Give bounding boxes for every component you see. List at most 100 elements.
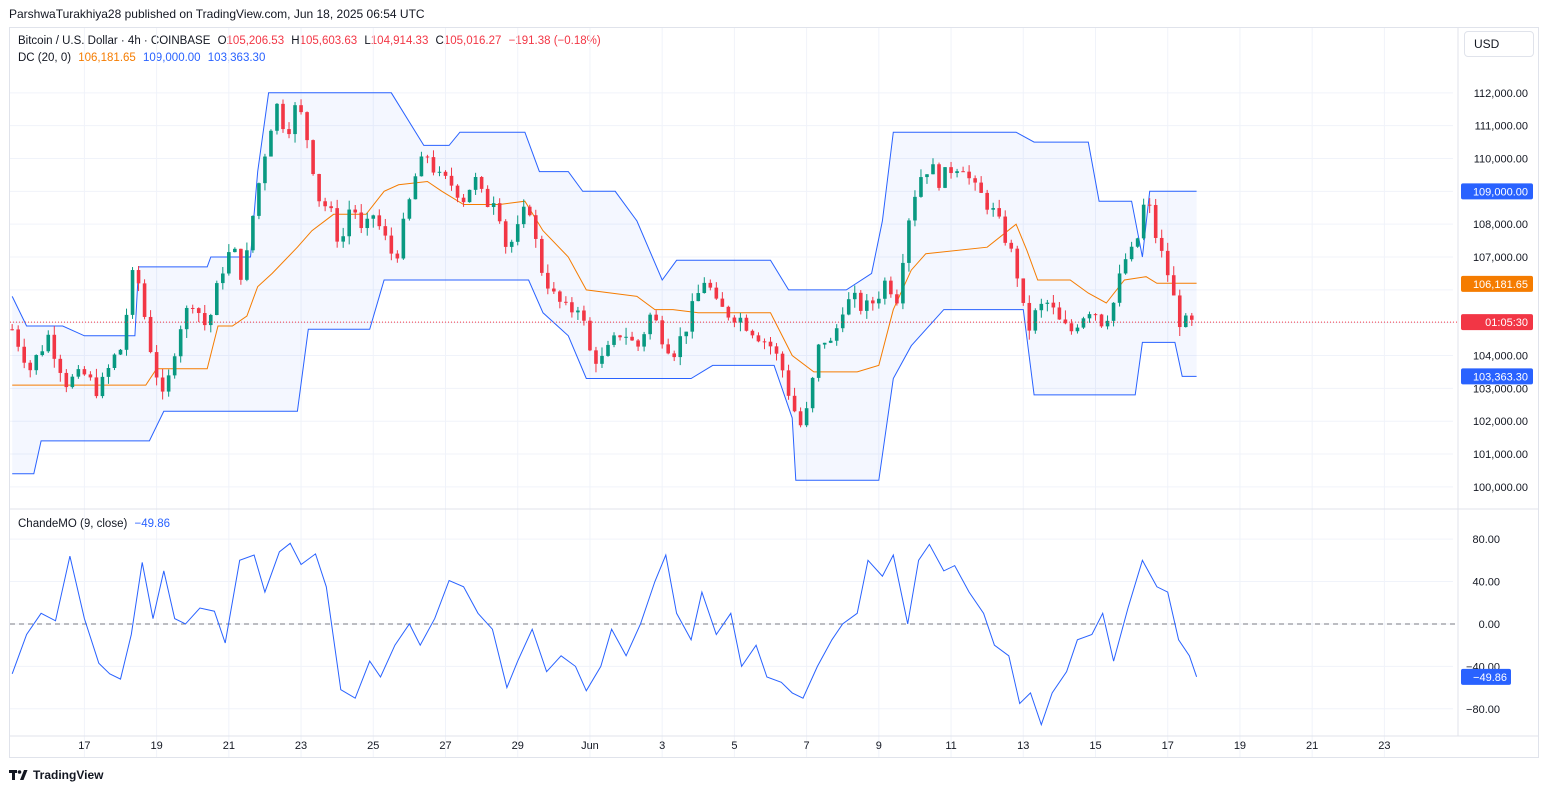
- time-tick-label: 13: [1017, 740, 1029, 752]
- cmo-tick-label: 0.00: [1479, 619, 1500, 631]
- candle: [877, 291, 881, 309]
- candle: [576, 306, 580, 320]
- candle: [233, 247, 237, 253]
- candle: [202, 305, 207, 331]
- candle-body: [612, 335, 616, 345]
- candle-body: [756, 335, 761, 342]
- candle: [40, 345, 45, 357]
- open-value: 105,206.53: [226, 35, 285, 47]
- candle: [281, 99, 285, 133]
- donchian-lower-line: [12, 279, 1197, 481]
- candle-body: [160, 377, 165, 392]
- candle-body: [347, 209, 352, 237]
- candle-body: [648, 314, 652, 335]
- cmo-tick-label: 40.00: [1472, 577, 1500, 589]
- candle: [293, 102, 297, 143]
- price-badge-text: 01:05:30: [1485, 317, 1528, 329]
- candle: [323, 197, 327, 212]
- cmo-tick-label: 80.00: [1472, 534, 1500, 546]
- cmo-badge-text: −49.86: [1473, 672, 1507, 684]
- cmo-badge: −49.86: [1461, 668, 1511, 685]
- chart-frame[interactable]: [9, 27, 1539, 758]
- price-axis[interactable]: 112,000.00 111,000.00 110,000.00 108,000.00…: [1473, 88, 1528, 494]
- candle-body: [233, 248, 237, 253]
- cmo-label[interactable]: ChandeMO (9, close): [18, 518, 128, 530]
- candle: [919, 169, 923, 198]
- candle-body: [1117, 273, 1122, 303]
- candle-body: [166, 375, 171, 392]
- candle: [708, 279, 713, 291]
- candle: [88, 371, 93, 381]
- time-axis[interactable]: 17 19 21 23 25 27 29 Jun 3 5 7 9 11 13 15 17 19 21 23: [78, 740, 1390, 752]
- candle-body: [10, 329, 14, 331]
- dc-label[interactable]: DC (20, 0): [18, 52, 72, 64]
- candle: [726, 305, 731, 321]
- candle: [822, 342, 827, 349]
- candle: [871, 296, 875, 311]
- candle: [257, 182, 261, 220]
- currency-button[interactable]: USD: [1464, 31, 1534, 57]
- candle-body: [221, 273, 225, 284]
- candle: [570, 297, 574, 318]
- candle: [148, 310, 153, 354]
- candle-body: [395, 253, 400, 259]
- candle-body: [672, 353, 677, 358]
- candle: [907, 218, 911, 272]
- symbol-name[interactable]: Bitcoin / U.S. Dollar · 4h · COINBASE: [18, 35, 211, 47]
- close-value: 105,016.27: [443, 35, 502, 47]
- candle: [112, 353, 117, 371]
- candle: [377, 209, 382, 230]
- candle: [804, 401, 809, 428]
- candle-body: [1033, 310, 1038, 331]
- price-tick-label: 112,000.00: [1474, 88, 1528, 100]
- candle-body: [955, 171, 959, 174]
- candle: [1039, 298, 1044, 318]
- candle: [365, 212, 370, 236]
- candle: [1111, 302, 1116, 327]
- candle: [1105, 315, 1110, 330]
- candle-body: [317, 174, 321, 202]
- candle: [401, 212, 406, 260]
- candle-body: [864, 300, 869, 311]
- time-tick-label: 7: [804, 740, 810, 752]
- candle-body: [1045, 302, 1050, 304]
- candle-body: [202, 313, 207, 326]
- candle-body: [1087, 314, 1092, 319]
- candle-body: [359, 212, 364, 229]
- price-badge-text: 109,000.00: [1473, 186, 1528, 198]
- candle-body: [257, 183, 261, 216]
- candle: [467, 189, 472, 203]
- candle: [503, 219, 508, 254]
- candle-body: [1165, 250, 1170, 276]
- candle-body: [479, 177, 484, 189]
- candle: [359, 204, 364, 234]
- candle-body: [34, 355, 39, 371]
- candle-body: [828, 340, 833, 343]
- candle-body: [401, 218, 406, 259]
- candle-body: [1189, 315, 1194, 320]
- time-tick-label: 23: [295, 740, 307, 752]
- candle-body: [660, 320, 664, 345]
- candle-body: [118, 349, 123, 355]
- time-tick-label: 29: [512, 740, 524, 752]
- candle-body: [997, 208, 1002, 217]
- candle: [774, 343, 779, 361]
- candle-body: [852, 292, 857, 300]
- candle: [166, 369, 171, 397]
- candle: [834, 324, 839, 346]
- candle-body: [582, 310, 586, 321]
- price-badge-text: 103,363.30: [1473, 371, 1528, 383]
- candles: [10, 99, 1194, 428]
- candle-body: [1093, 314, 1098, 316]
- donchian-upper-line: [11, 92, 1197, 337]
- candle: [1189, 312, 1194, 326]
- candle-body: [624, 336, 628, 338]
- candle: [130, 267, 135, 319]
- time-tick-label: 27: [439, 740, 451, 752]
- candle: [1045, 299, 1050, 312]
- candle: [895, 289, 899, 306]
- candle: [1165, 242, 1170, 282]
- candle-body: [88, 374, 93, 378]
